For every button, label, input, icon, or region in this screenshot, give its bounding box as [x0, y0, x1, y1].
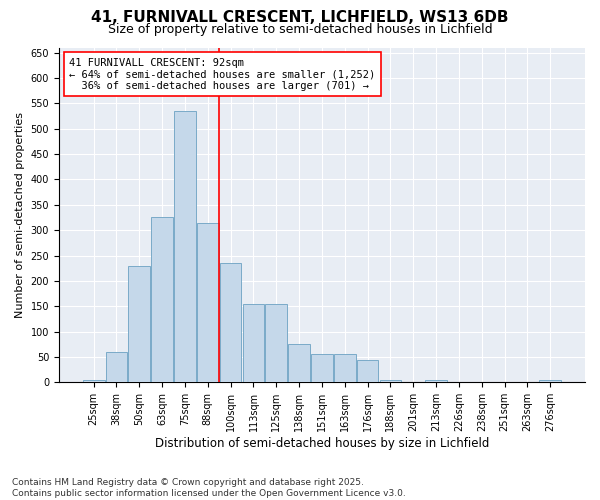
X-axis label: Distribution of semi-detached houses by size in Lichfield: Distribution of semi-detached houses by … — [155, 437, 489, 450]
Bar — [357, 360, 379, 382]
Bar — [288, 344, 310, 383]
Bar — [425, 380, 447, 382]
Bar — [539, 380, 561, 382]
Bar — [380, 380, 401, 382]
Bar — [174, 111, 196, 382]
Bar — [151, 218, 173, 382]
Bar — [197, 222, 218, 382]
Bar — [242, 304, 265, 382]
Bar — [128, 266, 150, 382]
Y-axis label: Number of semi-detached properties: Number of semi-detached properties — [15, 112, 25, 318]
Text: 41 FURNIVALL CRESCENT: 92sqm
← 64% of semi-detached houses are smaller (1,252)
 : 41 FURNIVALL CRESCENT: 92sqm ← 64% of se… — [70, 58, 376, 90]
Text: Contains HM Land Registry data © Crown copyright and database right 2025.
Contai: Contains HM Land Registry data © Crown c… — [12, 478, 406, 498]
Text: 41, FURNIVALL CRESCENT, LICHFIELD, WS13 6DB: 41, FURNIVALL CRESCENT, LICHFIELD, WS13 … — [91, 10, 509, 25]
Text: Size of property relative to semi-detached houses in Lichfield: Size of property relative to semi-detach… — [107, 22, 493, 36]
Bar — [334, 354, 356, 382]
Bar — [265, 304, 287, 382]
Bar — [106, 352, 127, 382]
Bar — [220, 263, 241, 382]
Bar — [83, 380, 104, 382]
Bar — [311, 354, 333, 382]
